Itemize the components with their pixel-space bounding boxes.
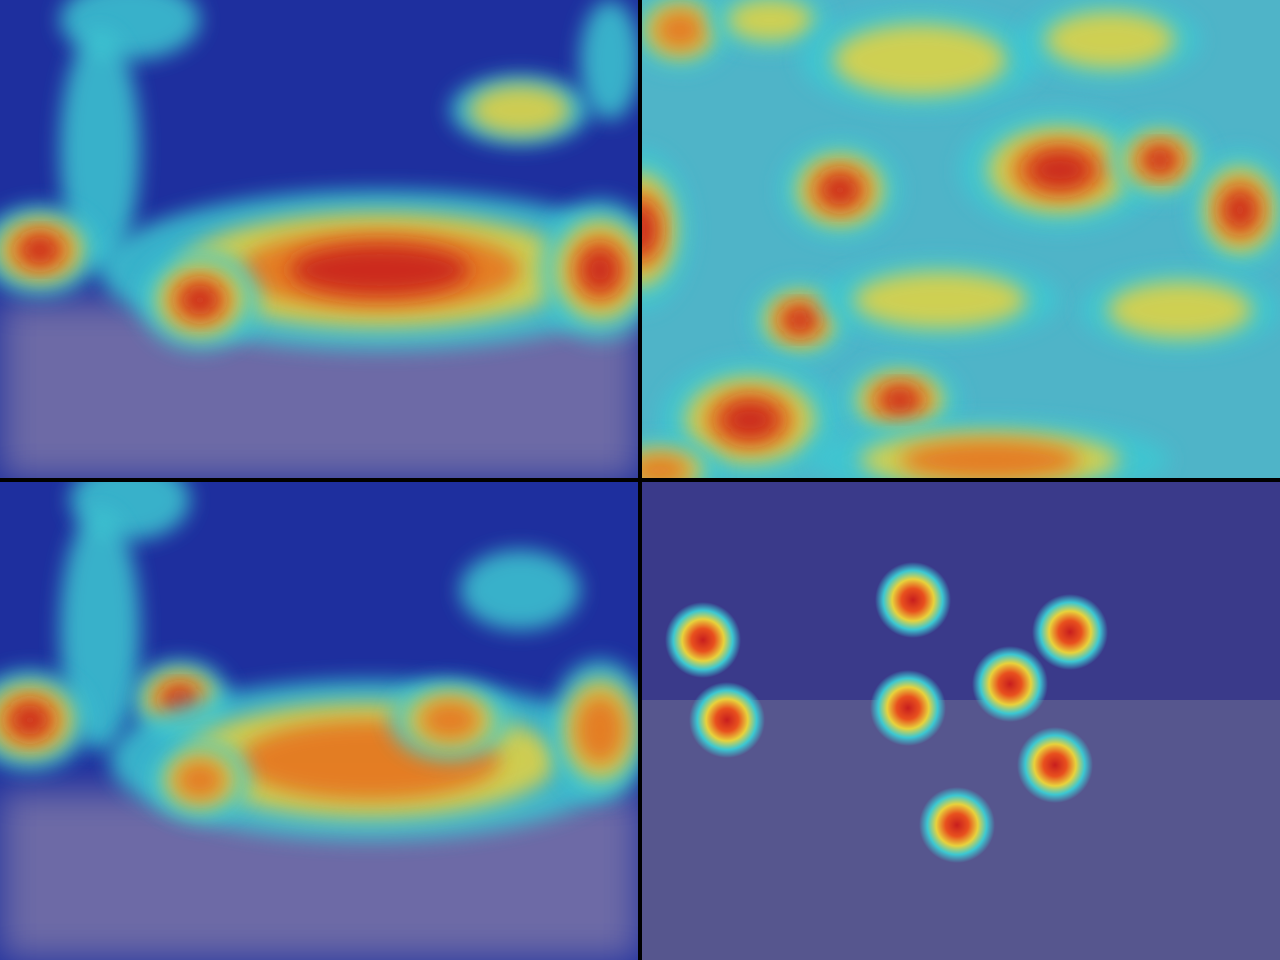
heat-blob <box>880 387 920 413</box>
heat-blob <box>290 244 470 296</box>
heatmap-panel <box>0 482 638 960</box>
heat-blob <box>180 284 220 316</box>
heat-spot <box>1032 594 1108 670</box>
heat-blob <box>469 84 571 136</box>
heat-blob <box>1045 11 1175 69</box>
heat-spot <box>870 670 946 746</box>
heatmap-panel <box>0 0 638 478</box>
heat-blob <box>460 550 580 630</box>
heat-blob <box>784 307 816 333</box>
heat-blob <box>1144 147 1176 173</box>
heatmap-panel <box>642 0 1280 478</box>
heat-blob <box>60 510 140 750</box>
heat-spot <box>665 602 741 678</box>
heat-blob <box>721 400 779 440</box>
heat-blob <box>900 440 1080 478</box>
heat-spot <box>875 562 951 638</box>
heat-blob <box>1224 190 1256 230</box>
heat-spot <box>972 646 1048 722</box>
heat-spot <box>919 787 995 863</box>
heat-blob <box>575 695 625 765</box>
heat-blob <box>642 204 656 256</box>
heat-blob <box>60 30 140 270</box>
heat-blob <box>580 247 620 293</box>
heat-blob <box>820 174 860 206</box>
heat-blob <box>20 235 60 265</box>
heat-blob <box>175 760 225 800</box>
heat-blob <box>833 24 1007 96</box>
heat-blob <box>726 0 814 42</box>
heat-blob <box>1108 281 1252 339</box>
heat-blob <box>642 455 690 478</box>
heat-spot <box>689 682 765 758</box>
heat-spot <box>1017 727 1093 803</box>
heat-blob <box>655 10 705 50</box>
heat-blob <box>580 0 638 120</box>
heat-blob <box>1028 150 1092 190</box>
heatmap-panel <box>642 482 1280 960</box>
heat-blob <box>10 704 50 736</box>
heat-blob <box>853 271 1027 329</box>
heat-blob <box>420 700 480 740</box>
